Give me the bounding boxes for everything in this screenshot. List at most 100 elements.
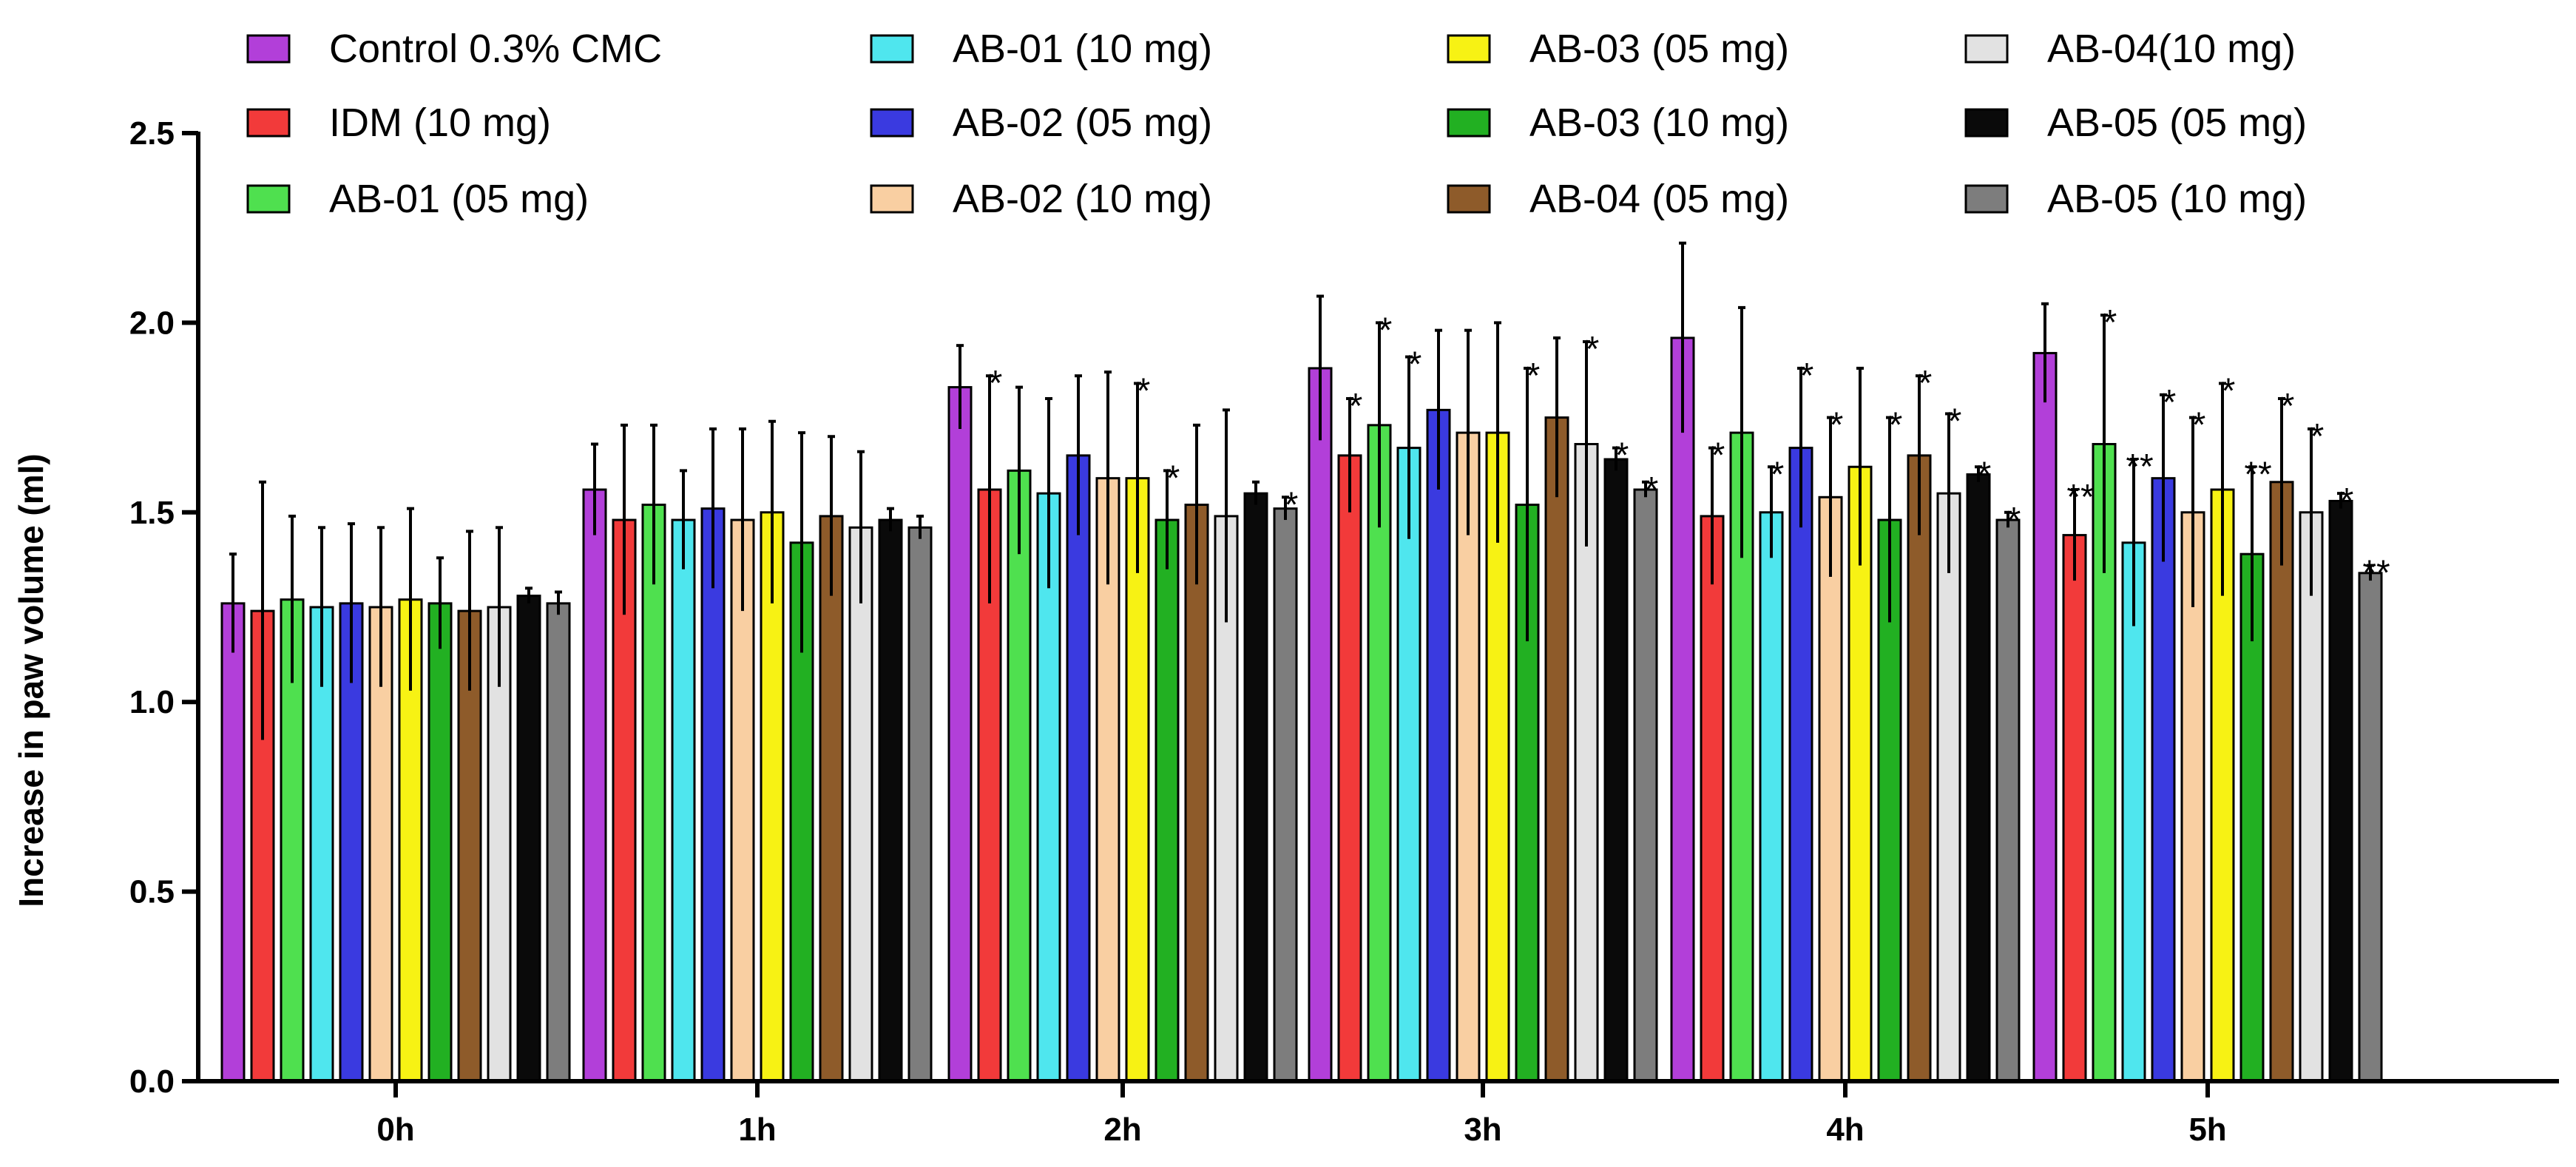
bar (1544, 416, 1569, 1083)
legend-swatch (246, 34, 291, 64)
x-tick-label: 3h (1464, 1112, 1501, 1148)
bar (1337, 454, 1362, 1083)
bar (1966, 473, 1991, 1083)
bar (947, 386, 973, 1083)
significance-marker: * (1645, 470, 1659, 510)
legend-label: AB-04 (05 mg) (1529, 177, 1789, 221)
legend-swatch (1447, 108, 1491, 138)
legend-swatch (1964, 34, 2009, 64)
bar (1007, 469, 1032, 1083)
legend-label: AB-01 (10 mg) (953, 27, 1212, 71)
bar (1995, 518, 2021, 1083)
bar (1818, 495, 1843, 1083)
legend-label: AB-03 (10 mg) (1529, 101, 1789, 145)
legend: Control 0.3% CMC IDM (10 mg) AB-01 (05 mg)… (246, 27, 2307, 221)
significance-marker: ** (2126, 447, 2153, 487)
x-tick-label: 5h (2188, 1112, 2226, 1148)
bar (1243, 492, 1268, 1083)
significance-marker: * (1919, 364, 1933, 403)
significance-marker: * (2192, 406, 2206, 445)
legend-label: IDM (10 mg) (329, 101, 551, 145)
bar (1308, 367, 1333, 1083)
significance-marker: * (1978, 455, 1992, 494)
significance-marker: * (2281, 387, 2295, 426)
bar (1936, 492, 1961, 1083)
bar (1907, 454, 1932, 1083)
bar (1848, 465, 1873, 1083)
bar (1367, 424, 1392, 1083)
bar (1036, 492, 1061, 1083)
bar (1066, 454, 1091, 1083)
bar (1574, 442, 1599, 1083)
significance-marker: * (2103, 303, 2117, 342)
bar (2328, 499, 2353, 1083)
legend-swatch (1964, 184, 2009, 214)
bar (1633, 488, 1658, 1083)
significance-marker: * (1615, 436, 1629, 476)
bar (878, 518, 903, 1083)
significance-marker: * (2222, 371, 2236, 410)
significance-marker: * (1527, 356, 1541, 396)
bar (1273, 507, 1298, 1083)
legend-label: AB-05 (05 mg) (2047, 101, 2307, 145)
legend-swatch (870, 184, 914, 214)
significance-marker: * (1349, 387, 1363, 426)
bar (907, 526, 933, 1083)
bar (546, 602, 571, 1083)
y-tick-label: 1.0 (129, 684, 175, 720)
bar (2358, 572, 2383, 1083)
bar (700, 507, 726, 1083)
significance-marker: * (2310, 417, 2325, 456)
bar (1788, 447, 1813, 1083)
significance-marker: * (1771, 455, 1785, 494)
significance-marker: * (989, 364, 1003, 403)
bar (2239, 552, 2265, 1083)
significance-marker: * (1889, 406, 1903, 445)
legend-swatch (870, 34, 914, 64)
bar (671, 518, 696, 1083)
legend-label: AB-04(10 mg) (2047, 27, 2296, 71)
x-tick-label: 1h (738, 1112, 776, 1148)
bar (1426, 408, 1451, 1083)
bar (1759, 511, 1784, 1083)
bar (1155, 518, 1180, 1083)
bar (1396, 447, 1421, 1083)
legend-label: Control 0.3% CMC (329, 27, 662, 71)
significance-marker: * (1948, 402, 1962, 441)
significance-marker: * (1800, 356, 1814, 396)
significance-marker: * (2007, 501, 2021, 540)
bar (1456, 431, 1481, 1083)
legend-label: AB-02 (10 mg) (953, 177, 1212, 221)
legend-swatch (1447, 34, 1491, 64)
bar (1184, 504, 1209, 1083)
x-tick-label: 0h (376, 1112, 414, 1148)
bar (2062, 534, 2087, 1083)
bar (819, 515, 844, 1083)
legend-label: AB-02 (05 mg) (953, 101, 1212, 145)
y-tick-label: 1.5 (129, 495, 175, 531)
bar (516, 595, 541, 1083)
bar (1670, 336, 1695, 1083)
significance-marker: * (1586, 330, 1600, 369)
bar (848, 526, 873, 1083)
y-tick-label: 0.0 (129, 1063, 175, 1100)
bar (1603, 458, 1629, 1083)
bar (2151, 477, 2176, 1083)
bar (2299, 511, 2324, 1083)
significance-marker: * (1408, 345, 1422, 385)
legend-swatch (246, 108, 291, 138)
significance-marker: * (1830, 406, 1844, 445)
legend-label: AB-03 (05 mg) (1529, 27, 1789, 71)
axes-layer: 0.0 0.5 1.0 1.5 2.0 2.5 0h 1h 2h 3h 4h 5h (129, 115, 2559, 1148)
significance-marker: * (1137, 371, 1151, 410)
significance-marker: ** (2066, 478, 2094, 517)
y-tick-label: 2.0 (129, 305, 175, 341)
bar (2032, 351, 2058, 1083)
legend-swatch (1447, 184, 1491, 214)
legend-swatch (870, 108, 914, 138)
y-tick-label: 0.5 (129, 874, 175, 910)
x-tick-label: 4h (1826, 1112, 1864, 1148)
bar (2121, 541, 2146, 1083)
